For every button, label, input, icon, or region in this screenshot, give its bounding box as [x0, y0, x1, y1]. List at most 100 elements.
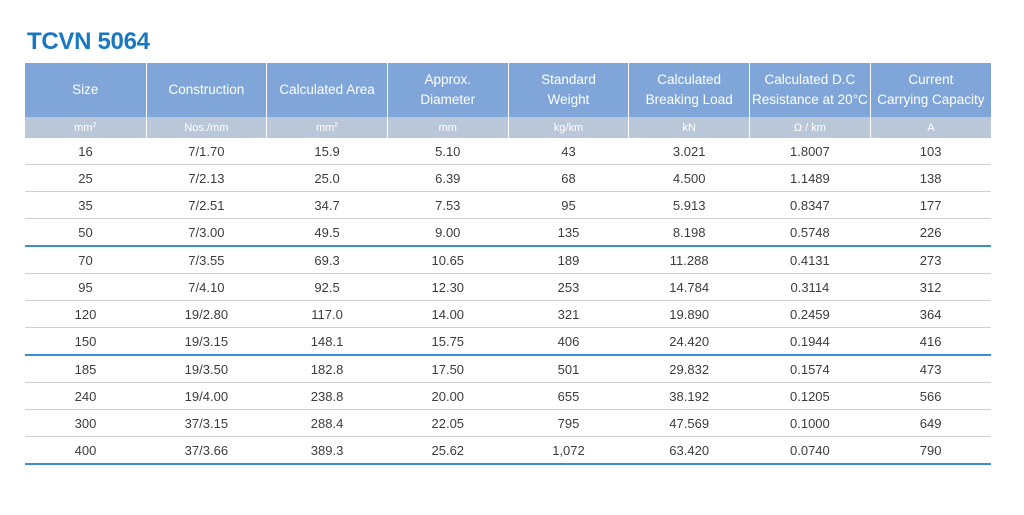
- page-title: TCVN 5064: [27, 28, 150, 55]
- table-row: 25 7/2.13 25.0 6.39 68 4.500 1.1489 138: [25, 164, 991, 192]
- cell-dc-resistance: 0.8347: [749, 191, 871, 219]
- cell-approx-diameter: 14.00: [387, 300, 509, 328]
- table-row: 120 19/2.80 117.0 14.00 321 19.890 0.2459 364: [25, 300, 991, 328]
- unit-size: mm2: [25, 117, 147, 138]
- cell-breaking-load: 29.832: [628, 355, 750, 383]
- cell-construction: 19/2.80: [146, 300, 267, 328]
- cell-breaking-load: 3.021: [628, 138, 750, 165]
- cell-size: 25: [25, 164, 147, 192]
- cell-standard-weight: 253: [508, 273, 629, 301]
- cell-calculated-area: 15.9: [266, 138, 388, 165]
- unit-breaking-load: kN: [628, 117, 750, 138]
- cell-dc-resistance: 0.1000: [749, 409, 871, 437]
- unit-dc-resistance: Ω / km: [749, 117, 871, 138]
- column-header-breaking-load: Calculated Breaking Load: [628, 63, 750, 117]
- cell-calculated-area: 238.8: [266, 382, 388, 410]
- cell-calculated-area: 49.5: [266, 218, 388, 247]
- cell-approx-diameter: 20.00: [387, 382, 509, 410]
- cell-size: 300: [25, 409, 147, 437]
- table-row: 35 7/2.51 34.7 7.53 95 5.913 0.8347 177: [25, 191, 991, 219]
- units-row: mm2 Nos./mm mm2 mm kg/km kN Ω / km A: [25, 117, 991, 138]
- cell-dc-resistance: 1.1489: [749, 164, 871, 192]
- cell-size: 400: [25, 436, 147, 465]
- cell-size: 120: [25, 300, 147, 328]
- cell-construction: 7/2.51: [146, 191, 267, 219]
- unit-current-capacity: A: [869, 117, 991, 138]
- cell-current-capacity: 103: [870, 138, 991, 165]
- cell-size: 95: [25, 273, 147, 301]
- table-row: 50 7/3.00 49.5 9.00 135 8.198 0.5748 226: [25, 218, 991, 247]
- cell-calculated-area: 288.4: [266, 409, 388, 437]
- cell-current-capacity: 364: [870, 300, 991, 328]
- unit-approx-diameter: mm: [386, 117, 509, 138]
- table-row: 240 19/4.00 238.8 20.00 655 38.192 0.1205 566: [25, 382, 991, 410]
- cell-approx-diameter: 10.65: [387, 246, 509, 274]
- cell-current-capacity: 649: [870, 409, 991, 437]
- table-row: 185 19/3.50 182.8 17.50 501 29.832 0.1574 473: [25, 355, 991, 383]
- cell-breaking-load: 14.784: [628, 273, 750, 301]
- cell-construction: 37/3.15: [146, 409, 267, 437]
- cell-calculated-area: 389.3: [266, 436, 388, 465]
- cell-standard-weight: 135: [508, 218, 629, 247]
- cell-dc-resistance: 0.3114: [749, 273, 871, 301]
- cell-calculated-area: 34.7: [266, 191, 388, 219]
- cell-construction: 19/3.15: [146, 327, 267, 356]
- column-header-size: Size: [25, 63, 147, 117]
- column-header-approx-diameter: Approx. Diameter: [386, 63, 509, 117]
- column-header-standard-weight: Standard Weight: [507, 63, 629, 117]
- column-header-calculated-area: Calculated Area: [266, 63, 388, 117]
- cell-current-capacity: 473: [870, 355, 991, 383]
- cell-dc-resistance: 0.1205: [749, 382, 871, 410]
- table-row: 70 7/3.55 69.3 10.65 189 11.288 0.4131 273: [25, 246, 991, 274]
- cell-standard-weight: 406: [508, 327, 629, 356]
- cell-dc-resistance: 0.1574: [749, 355, 871, 383]
- cell-approx-diameter: 15.75: [387, 327, 509, 356]
- cell-breaking-load: 24.420: [628, 327, 750, 356]
- cell-construction: 19/3.50: [146, 355, 267, 383]
- cell-breaking-load: 47.569: [628, 409, 750, 437]
- table-row: 95 7/4.10 92.5 12.30 253 14.784 0.3114 312: [25, 273, 991, 301]
- cell-dc-resistance: 0.5748: [749, 218, 871, 247]
- cell-dc-resistance: 0.1944: [749, 327, 871, 356]
- cell-size: 50: [25, 218, 147, 247]
- table-row: 150 19/3.15 148.1 15.75 406 24.420 0.1944 416: [25, 327, 991, 356]
- cell-current-capacity: 566: [870, 382, 991, 410]
- cell-breaking-load: 63.420: [628, 436, 750, 465]
- cell-calculated-area: 117.0: [266, 300, 388, 328]
- table-body: 16 7/1.70 15.9 5.10 43 3.021 1.8007 103 25 7/2.13…: [25, 138, 991, 465]
- cell-standard-weight: 321: [508, 300, 629, 328]
- cell-approx-diameter: 17.50: [387, 355, 509, 383]
- cell-standard-weight: 95: [508, 191, 629, 219]
- cell-construction: 7/2.13: [146, 164, 267, 192]
- cell-breaking-load: 11.288: [628, 246, 750, 274]
- table-row: 300 37/3.15 288.4 22.05 795 47.569 0.1000 649: [25, 409, 991, 437]
- table-row: 400 37/3.66 389.3 25.62 1,072 63.420 0.0740 790: [25, 436, 991, 465]
- cell-size: 35: [25, 191, 147, 219]
- cell-approx-diameter: 5.10: [387, 138, 509, 165]
- unit-construction: Nos./mm: [145, 117, 267, 138]
- cell-approx-diameter: 9.00: [387, 218, 509, 247]
- cell-approx-diameter: 22.05: [387, 409, 509, 437]
- cell-standard-weight: 68: [508, 164, 629, 192]
- cell-approx-diameter: 7.53: [387, 191, 509, 219]
- cell-dc-resistance: 0.2459: [749, 300, 871, 328]
- cell-standard-weight: 189: [508, 246, 629, 274]
- cell-size: 150: [25, 327, 147, 356]
- cell-dc-resistance: 1.8007: [749, 138, 871, 165]
- cell-approx-diameter: 6.39: [387, 164, 509, 192]
- column-header-current-capacity: Current Carrying Capacity: [869, 63, 991, 117]
- cell-size: 70: [25, 246, 147, 274]
- column-header-dc-resistance: Calculated D.C Resistance at 20°C: [749, 63, 871, 117]
- cell-breaking-load: 4.500: [628, 164, 750, 192]
- cell-construction: 19/4.00: [146, 382, 267, 410]
- cell-standard-weight: 43: [508, 138, 629, 165]
- cell-calculated-area: 92.5: [266, 273, 388, 301]
- cell-breaking-load: 8.198: [628, 218, 750, 247]
- cell-breaking-load: 38.192: [628, 382, 750, 410]
- column-header-construction: Construction: [145, 63, 267, 117]
- cell-calculated-area: 69.3: [266, 246, 388, 274]
- cell-calculated-area: 148.1: [266, 327, 388, 356]
- cell-approx-diameter: 12.30: [387, 273, 509, 301]
- cell-calculated-area: 25.0: [266, 164, 388, 192]
- cell-dc-resistance: 0.0740: [749, 436, 871, 465]
